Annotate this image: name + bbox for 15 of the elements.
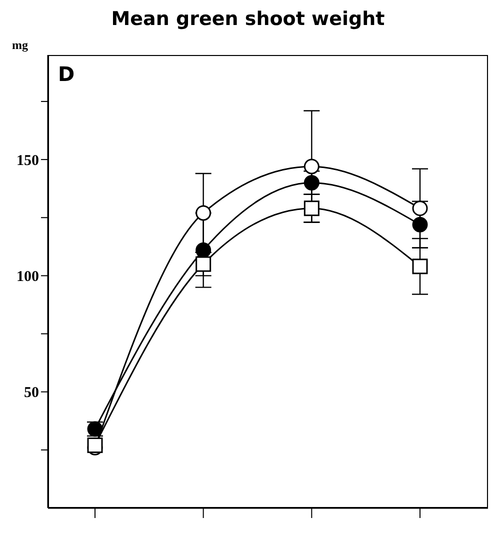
point — [304, 158, 320, 174]
chart-title: Mean green shoot weight — [110, 8, 386, 30]
y-axis-title: mg — [12, 38, 28, 53]
y-tick-label: 50 — [24, 385, 39, 402]
point — [304, 175, 320, 191]
point — [196, 205, 212, 221]
point — [412, 216, 428, 232]
point — [196, 242, 212, 258]
y-tick-label: 100 — [16, 269, 39, 286]
point — [412, 200, 428, 216]
y-tick-label: 150 — [16, 152, 39, 169]
point — [412, 258, 428, 274]
annotation: D — [58, 62, 75, 86]
point — [196, 256, 212, 272]
point — [304, 200, 320, 216]
